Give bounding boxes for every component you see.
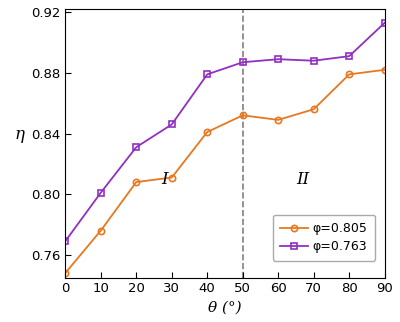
φ=0.805 xyxy=(98,229,103,232)
φ=0.763 xyxy=(276,57,281,61)
φ=0.805 xyxy=(276,118,281,122)
φ=0.763 xyxy=(382,21,387,25)
φ=0.763 xyxy=(98,191,103,194)
Line: φ=0.763: φ=0.763 xyxy=(62,20,388,244)
φ=0.805 xyxy=(134,180,139,184)
φ=0.805 xyxy=(240,113,245,117)
Line: φ=0.805: φ=0.805 xyxy=(62,67,388,276)
φ=0.805 xyxy=(205,130,210,134)
φ=0.805 xyxy=(169,175,174,179)
φ=0.805 xyxy=(63,271,68,275)
φ=0.805 xyxy=(311,107,316,111)
φ=0.763 xyxy=(240,60,245,64)
φ=0.805 xyxy=(347,72,352,76)
Text: II: II xyxy=(296,171,310,187)
φ=0.805 xyxy=(382,68,387,72)
Text: I: I xyxy=(161,171,168,187)
φ=0.763 xyxy=(205,72,210,76)
φ=0.763 xyxy=(311,59,316,63)
φ=0.763 xyxy=(169,122,174,126)
φ=0.763 xyxy=(63,239,68,243)
X-axis label: θ (°): θ (°) xyxy=(208,301,242,315)
φ=0.763 xyxy=(347,54,352,58)
Legend: φ=0.805, φ=0.763: φ=0.805, φ=0.763 xyxy=(273,215,375,260)
φ=0.763 xyxy=(134,145,139,149)
Y-axis label: η: η xyxy=(15,127,25,143)
